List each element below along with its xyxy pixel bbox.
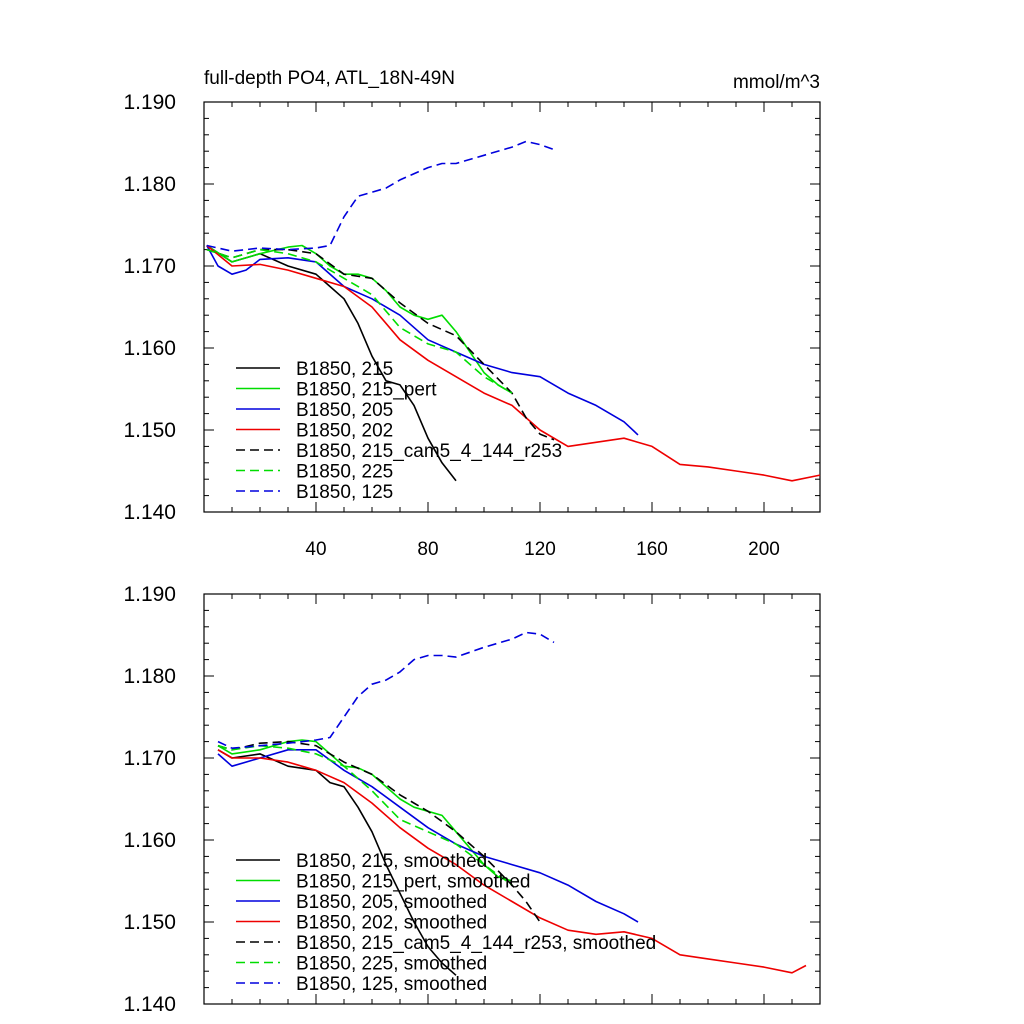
y-tick-label: 1.190 xyxy=(123,91,176,114)
legend-label: B1850, 215_cam5_4_144_r253 xyxy=(296,441,562,462)
series-line xyxy=(217,748,639,923)
legend-label: B1850, 205, smoothed xyxy=(296,892,487,913)
series-line xyxy=(217,740,541,923)
x-tick-label: 120 xyxy=(524,539,556,560)
x-tick-label: 40 xyxy=(305,539,326,560)
y-tick-label: 1.150 xyxy=(123,419,176,442)
legend-label: B1850, 202, smoothed xyxy=(296,913,487,934)
y-tick-label: 1.180 xyxy=(123,173,176,196)
top-panel: 40 80 120 160 200 1.190 1.180 1.170 1.160 1.150 1.… xyxy=(123,68,821,560)
x-tick-label: 160 xyxy=(636,539,668,560)
series-line xyxy=(217,749,457,976)
series-line xyxy=(217,744,513,886)
y-tick-label: 1.140 xyxy=(123,501,176,524)
series-line xyxy=(206,248,513,394)
y-tick-label: 1.160 xyxy=(123,337,176,360)
series-line xyxy=(217,631,555,750)
chart-title: full-depth PO4, ATL_18N-49N xyxy=(204,68,455,89)
series-line xyxy=(206,244,457,482)
legend-label: B1850, 225 xyxy=(296,462,393,483)
y-tick-label: 1.140 xyxy=(123,993,176,1016)
legend-label: B1850, 215_pert xyxy=(296,380,437,401)
series-line xyxy=(206,244,821,482)
legend-label: B1850, 125 xyxy=(296,482,393,503)
series-line xyxy=(206,248,555,441)
bottom-panel: 1.190 1.180 1.170 1.160 1.150 1.140 B1850, 215… xyxy=(123,583,821,1016)
legend-label: B1850, 215_cam5_4_144_r253, smoothed xyxy=(296,933,656,954)
series-line xyxy=(206,245,639,436)
legend-label: B1850, 125, smoothed xyxy=(296,974,487,995)
legend-label: B1850, 215, smoothed xyxy=(296,851,487,872)
y-tick-label: 1.180 xyxy=(123,665,176,688)
series-line xyxy=(206,140,555,252)
legend-label: B1850, 205 xyxy=(296,400,393,421)
x-tick-label: 200 xyxy=(748,539,780,560)
y-tick-label: 1.160 xyxy=(123,829,176,852)
series-line xyxy=(217,749,807,974)
units-label: mmol/m^3 xyxy=(733,72,820,93)
y-tick-label: 1.190 xyxy=(123,583,176,606)
y-tick-label: 1.170 xyxy=(123,255,176,278)
y-tick-label: 1.170 xyxy=(123,747,176,770)
legend-label: B1850, 215 xyxy=(296,359,393,380)
legend-label: B1850, 202 xyxy=(296,421,393,442)
legend-label: B1850, 215_pert, smoothed xyxy=(296,872,531,893)
legend-label: B1850, 225, smoothed xyxy=(296,954,487,975)
y-tick-label: 1.150 xyxy=(123,911,176,934)
x-tick-label: 80 xyxy=(417,539,438,560)
